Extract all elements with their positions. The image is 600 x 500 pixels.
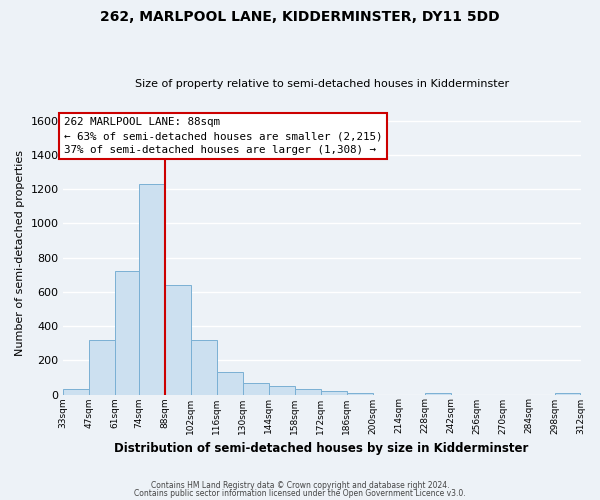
Bar	[89, 340, 115, 394]
Bar	[115, 271, 139, 394]
Text: Contains public sector information licensed under the Open Government Licence v3: Contains public sector information licen…	[134, 488, 466, 498]
Bar	[165, 285, 191, 395]
Bar	[347, 393, 373, 394]
Bar	[269, 386, 295, 394]
Bar	[425, 393, 451, 394]
Bar	[139, 184, 165, 394]
Bar	[243, 384, 269, 394]
Bar	[217, 372, 243, 394]
Text: 262 MARLPOOL LANE: 88sqm
← 63% of semi-detached houses are smaller (2,215)
37% o: 262 MARLPOOL LANE: 88sqm ← 63% of semi-d…	[64, 117, 382, 155]
Bar	[554, 393, 580, 394]
Bar	[321, 390, 347, 394]
Text: 262, MARLPOOL LANE, KIDDERMINSTER, DY11 5DD: 262, MARLPOOL LANE, KIDDERMINSTER, DY11 …	[100, 10, 500, 24]
Bar	[63, 390, 89, 394]
X-axis label: Distribution of semi-detached houses by size in Kidderminster: Distribution of semi-detached houses by …	[115, 442, 529, 455]
Y-axis label: Number of semi-detached properties: Number of semi-detached properties	[15, 150, 25, 356]
Bar	[295, 390, 321, 394]
Title: Size of property relative to semi-detached houses in Kidderminster: Size of property relative to semi-detach…	[134, 79, 509, 89]
Text: Contains HM Land Registry data © Crown copyright and database right 2024.: Contains HM Land Registry data © Crown c…	[151, 481, 449, 490]
Bar	[191, 340, 217, 394]
